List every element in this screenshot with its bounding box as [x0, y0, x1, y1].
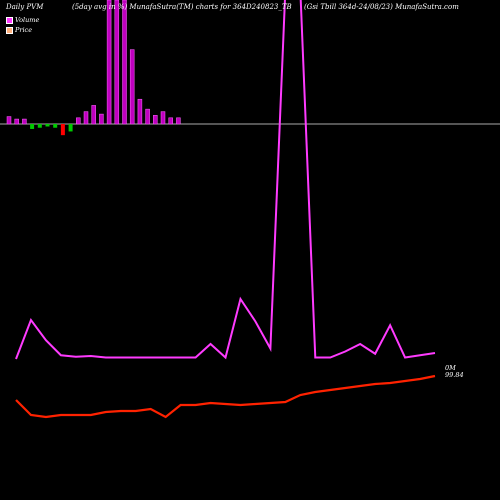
chart-source: (Gsi Tbill 364d-24/08/23) MunafaSutra.co… — [304, 3, 459, 11]
series-lines — [15, 0, 436, 419]
pvm-bar — [153, 115, 158, 125]
pvm-bar — [91, 105, 96, 125]
pvm-bar — [68, 124, 73, 132]
pvm-bar — [37, 124, 42, 128]
legend-price-label: Price — [15, 26, 33, 34]
pvm-bar — [14, 118, 19, 125]
pvm-bar — [129, 49, 135, 125]
pvm-bar — [145, 108, 150, 125]
pvm-bar — [99, 113, 104, 125]
pvm-bar — [76, 117, 81, 125]
pvm-bars — [6, 0, 181, 136]
pvm-bar — [83, 111, 89, 125]
pvm-bar — [160, 111, 166, 125]
pvm-bar — [53, 124, 58, 128]
pvm-bar — [45, 124, 50, 127]
pvm-bar — [60, 124, 65, 136]
volume-line — [15, 0, 436, 360]
legend-volume-label: Volume — [15, 16, 40, 24]
pvm-bar — [106, 0, 112, 125]
price-line — [15, 374, 436, 419]
pvm-bar — [114, 0, 120, 125]
pvm-bar — [137, 98, 143, 125]
chart-title-left: Daily PVM — [6, 3, 44, 11]
legend-price: Price — [6, 26, 32, 34]
volume-end-label: 0M — [445, 364, 456, 372]
pvm-bar — [6, 116, 12, 125]
pvm-bar — [122, 0, 127, 125]
pvm-bar — [168, 117, 173, 125]
price-end-label: 99.84 — [445, 371, 464, 379]
pvm-bar — [22, 118, 27, 125]
pvm-bar — [30, 124, 35, 129]
chart-title: (5day avg in %) MunafaSutra(TM) charts f… — [72, 3, 292, 11]
legend-volume: Volume — [6, 16, 39, 24]
legend-price-swatch — [6, 26, 13, 34]
legend-volume-swatch — [6, 16, 13, 24]
pvm-bar — [176, 117, 181, 125]
